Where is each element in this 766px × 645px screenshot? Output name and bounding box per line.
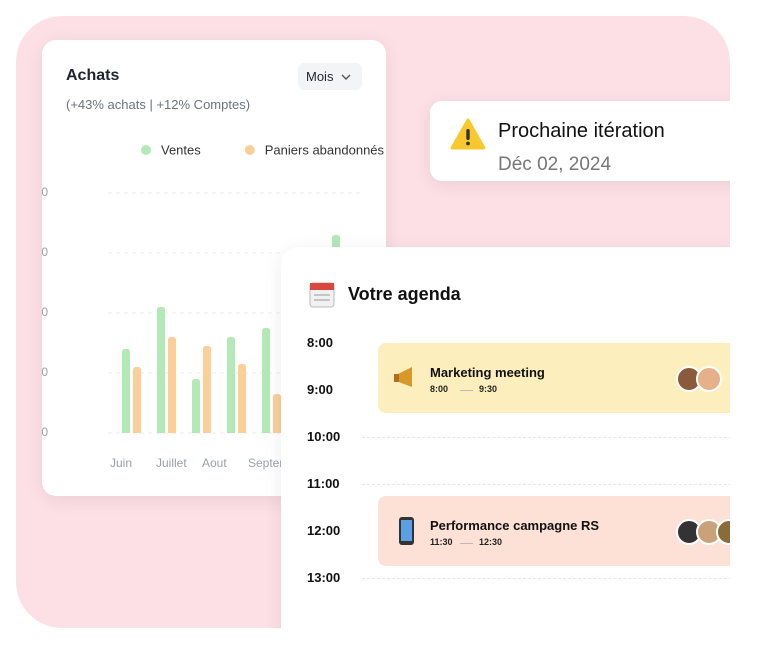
hour-label: 9:00 [307,382,334,397]
bar [203,346,211,433]
event-icon [399,517,414,545]
legend-label: Ventes [161,142,201,157]
icon-shape [396,367,412,387]
bar [262,328,270,433]
notification-date: Déc 02, 2024 [498,154,612,175]
period-button[interactable]: Mois [298,63,362,90]
hour-label: 13:00 [307,570,341,585]
y-tick-label: 100 [42,185,48,199]
hour-line [362,437,730,438]
hour-label: 10:00 [307,429,341,444]
hour-label: 11:00 [307,476,340,491]
event-start: 8:00 [430,384,449,394]
y-tick-label: 0 [42,425,48,439]
y-tick-label: 40 [42,305,48,319]
card-title: Achats [66,67,120,84]
legend-swatch [141,145,151,155]
bar [157,307,165,433]
time-separator [460,390,473,391]
notification-title: Prochaine itération [498,120,665,142]
card-subtitle: (+43% achats | +12% Comptes) [66,97,251,112]
event-title: Performance campagne RS [430,518,600,533]
bar [122,349,130,433]
y-tick-label: 80 [42,245,48,259]
notification-card: Prochaine itération Déc 02, 2024 [430,101,730,181]
bar [168,337,176,433]
event[interactable]: Marketing meeting 8:00 9:30 [378,343,730,413]
x-tick-label: Aout [202,456,227,470]
event-icon [394,367,412,387]
agenda-card: Votre agenda 8:00 9:00 10:00 11:00 12:00 13:0… [281,247,730,629]
bar [273,394,281,433]
event-end: 9:30 [479,384,498,394]
legend-swatch [244,145,255,155]
hour-label: 12:00 [307,523,341,538]
bar [133,367,141,433]
event-title: Marketing meeting [430,365,545,380]
avatar [696,366,722,392]
chevron [341,74,351,80]
clip: Prochaine itération Déc 02, 2024 Votre a… [281,101,730,629]
calendar-icon [309,282,335,308]
event-end: 12:30 [479,537,503,547]
hour-label: 8:00 [307,335,334,350]
agenda-title: Votre agenda [348,284,461,304]
bar [192,379,200,433]
legend-label: Paniers abandonnés [265,142,385,157]
icon-shape [401,520,412,541]
hour-line [362,484,730,485]
event-start: 11:30 [430,537,453,547]
bar [238,364,246,433]
avatar [696,519,722,545]
event[interactable]: Performance campagne RS 11:30 12:30 [378,496,730,566]
icon-shape [394,374,399,382]
bar [227,337,235,433]
period-label: Mois [306,69,334,84]
avatar [716,519,730,545]
hour-line [362,578,730,579]
time-separator [460,543,473,544]
y-tick-label: 20 [42,365,48,379]
x-tick-label: Juin [110,456,132,470]
x-tick-label: Juillet [156,456,187,470]
warning-icon [450,118,486,150]
